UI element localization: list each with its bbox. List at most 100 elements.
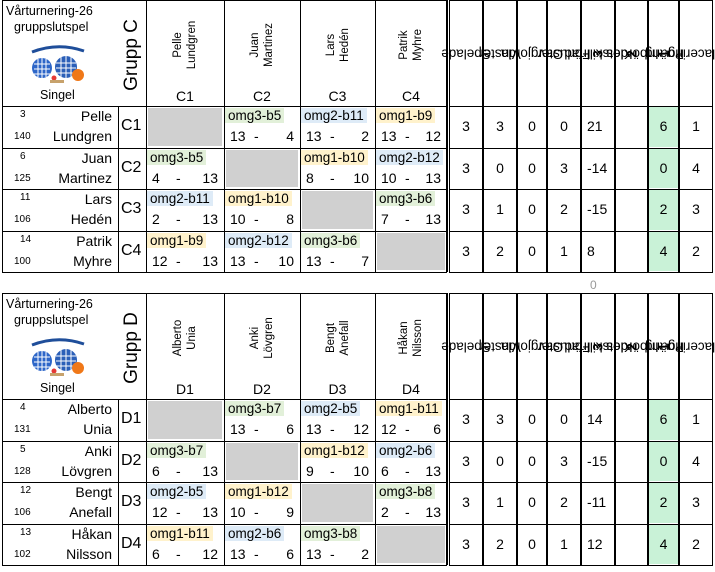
stat-spelade: 3 [462, 494, 470, 510]
stat-oavgjorda: 0 [528, 159, 536, 176]
stat-row-border [615, 230, 648, 232]
stat-top-border [547, 293, 581, 294]
stat-poäng: 2 [659, 494, 668, 510]
stat-vinster: 3 [496, 411, 504, 427]
player-number: 125 [14, 172, 31, 184]
stat-klotskillnad: -11 [587, 494, 607, 510]
stat-top-border [679, 293, 713, 294]
score-separator: - [405, 462, 410, 479]
seed-rank: 14 [20, 233, 32, 245]
stat-top-border [483, 0, 517, 1]
self-match-blank [148, 401, 222, 439]
stat-oavgjorda: 0 [528, 535, 536, 552]
stat-col-border [647, 293, 648, 565]
player-number: 128 [14, 465, 31, 477]
stat-header-inbördes: 2 Inbördes [605, 295, 658, 399]
score-separator: - [330, 252, 335, 269]
score-separator: - [254, 545, 259, 562]
stat-col-border [647, 0, 648, 272]
self-match-blank [377, 525, 445, 563]
stat-spelade: 3 [462, 159, 470, 176]
table-separator [447, 293, 448, 565]
score-separator: - [405, 211, 410, 227]
points-highlight [649, 190, 678, 230]
self-match-blank [302, 191, 373, 229]
stat-col-border [712, 0, 713, 272]
stat-row-border [517, 482, 547, 483]
match-score-opponent: 12 [202, 545, 218, 562]
player-first-name: Bengt [75, 484, 112, 500]
player-number: 140 [14, 131, 31, 142]
stat-row-border [615, 106, 648, 107]
stat-col-border [679, 293, 680, 565]
stat-header-text: 2 Inbördes [605, 47, 658, 62]
stat-row-border [517, 399, 547, 400]
match-score-opponent: 13 [425, 504, 441, 520]
score-separator: - [330, 421, 335, 437]
stat-vinster: 0 [496, 452, 504, 469]
tournament-title: Vårturnering-26 gruppslutspel [6, 3, 93, 35]
match-score-own: 7 [381, 211, 389, 227]
stat-förluster: 0 [560, 118, 568, 134]
format-label: Singel [40, 88, 75, 102]
player-last-name: Hedén [70, 211, 112, 227]
score-separator: - [330, 169, 335, 186]
row-border [2, 482, 447, 483]
stat-row-border [517, 565, 547, 566]
title-line-1: Vårturnering-26 [6, 4, 93, 18]
column-player-name-text: Alberto Unia [172, 319, 198, 357]
stat-vinster: 2 [496, 535, 504, 552]
seed-rank: 4 [20, 402, 26, 413]
stat-klotskillnad: -14 [587, 159, 608, 176]
score-separator: - [176, 252, 181, 269]
stat-row-border [679, 482, 713, 483]
match-score-opponent: 9 [286, 504, 294, 520]
match-score-opponent: 7 [361, 252, 369, 269]
row-border [2, 147, 447, 149]
column-code: D2 [253, 381, 271, 397]
score-separator: - [254, 421, 259, 437]
match-round-board: omg1-b12 [225, 484, 292, 499]
match-round-board: omg2-b6 [376, 442, 436, 458]
match-score-opponent: 2 [361, 545, 369, 562]
match-score-opponent: 13 [202, 504, 218, 520]
self-match-blank [377, 232, 445, 270]
stray-value: 0 [590, 278, 597, 292]
match-score-opponent: 13 [202, 169, 218, 186]
stat-placering: 3 [692, 201, 700, 217]
stat-row-border [581, 189, 615, 190]
stat-row-border [581, 147, 615, 149]
stat-top-border [648, 0, 679, 1]
stat-row-border [449, 147, 483, 149]
stat-row-border [615, 565, 648, 566]
stat-poäng: 0 [659, 452, 668, 469]
stat-top-border [615, 0, 648, 1]
column-player-name: Håkan Nilsson [376, 303, 446, 373]
stat-klotskillnad: 8 [587, 242, 595, 259]
stat-col-border [547, 0, 548, 272]
match-score-own: 6 [381, 462, 389, 479]
stat-col-border [712, 293, 713, 565]
match-score-opponent: 10 [353, 169, 369, 186]
score-separator: - [176, 462, 181, 479]
stat-header-label: Placering [667, 46, 715, 62]
stat-row-border [517, 189, 547, 190]
stat-row-border [679, 106, 713, 107]
stat-row-border [679, 523, 713, 525]
stat-placering: 1 [692, 118, 700, 134]
match-score-own: 13 [230, 128, 246, 144]
self-match-blank [302, 484, 373, 522]
stat-row-border [648, 272, 679, 273]
stat-förluster: 2 [560, 201, 568, 217]
group-label: Grupp D [121, 303, 143, 393]
stat-col-border [615, 293, 616, 565]
match-score-own: 6 [152, 462, 160, 479]
player-first-name: Håkan [71, 525, 112, 542]
column-player-name: Pelle Lundgren [150, 10, 220, 80]
score-separator: - [405, 504, 410, 520]
stat-row-border [648, 440, 679, 442]
match-score-opponent: 6 [286, 545, 294, 562]
match-score-opponent: 13 [425, 462, 441, 479]
player-last-name: Martinez [58, 169, 112, 186]
stat-header-spelade: Spelade [441, 295, 491, 399]
